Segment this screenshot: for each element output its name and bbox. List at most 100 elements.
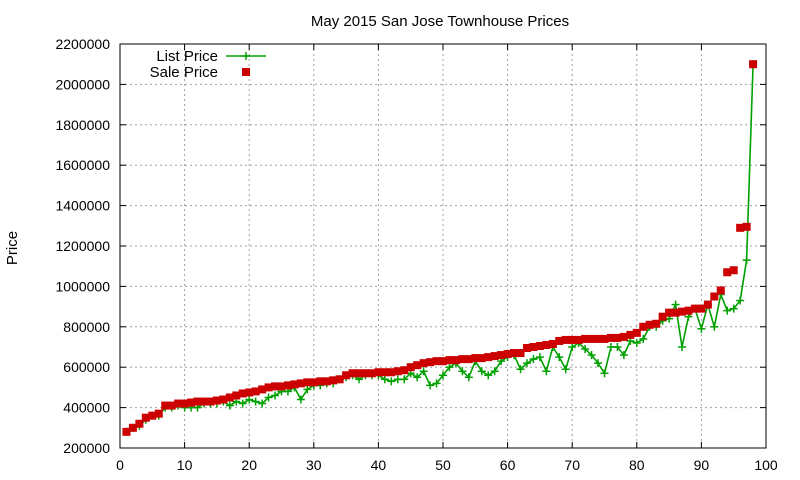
- sale-price-point: [665, 308, 674, 317]
- legend-list-marker: [242, 52, 250, 60]
- list-price-point: [484, 371, 493, 380]
- legend-sample-list-price: [226, 52, 266, 60]
- y-tick-label: 2200000: [55, 36, 110, 52]
- sale-price-point: [587, 334, 596, 343]
- list-price-point: [736, 296, 745, 305]
- sale-price-point: [419, 359, 428, 368]
- sale-price-point: [206, 397, 215, 406]
- sale-price-point: [122, 427, 131, 436]
- sale-price-point: [439, 357, 447, 366]
- list-price-point: [555, 353, 564, 362]
- list-price-point: [561, 365, 570, 374]
- y-tick-label: 2000000: [55, 76, 110, 92]
- sale-price-point: [322, 377, 331, 386]
- list-price-point: [251, 397, 260, 406]
- y-tick-label: 1000000: [55, 278, 110, 294]
- sale-price-point: [710, 292, 719, 301]
- x-tick-label: 30: [306, 457, 322, 473]
- data-series: [122, 60, 758, 436]
- sale-price-point: [361, 369, 370, 378]
- list-price-point: [600, 369, 609, 378]
- sale-price-point: [548, 339, 557, 348]
- y-tick-label: 1600000: [55, 157, 110, 173]
- sale-price-point: [464, 355, 473, 364]
- sale-price-point: [258, 385, 267, 394]
- sale-price-point: [251, 387, 260, 396]
- sale-price-point: [219, 395, 228, 404]
- list-price-point: [439, 371, 447, 380]
- sale-price-point: [187, 398, 196, 407]
- sale-price-point: [141, 413, 150, 422]
- sale-price-point: [199, 397, 208, 406]
- list-price-point: [419, 367, 428, 376]
- list-price-point: [258, 399, 267, 408]
- sale-price-point: [574, 335, 583, 344]
- list-price-point: [238, 399, 247, 408]
- sale-price-point: [639, 322, 648, 331]
- x-tick-label: 100: [754, 457, 778, 473]
- y-tick-label: 1200000: [55, 238, 110, 254]
- sale-price-point: [729, 266, 738, 275]
- sale-price-point: [303, 378, 312, 387]
- sale-price-point: [277, 382, 286, 391]
- y-tick-label: 1800000: [55, 117, 110, 133]
- sale-price-point: [290, 380, 299, 389]
- sale-price-point: [329, 376, 338, 385]
- list-price-point: [529, 355, 538, 364]
- sale-price-point: [600, 334, 609, 343]
- list-price-point: [458, 367, 467, 376]
- list-price-point: [413, 373, 422, 382]
- sale-price-point: [309, 378, 318, 387]
- sale-price-point: [458, 355, 467, 364]
- sale-price-point: [471, 354, 480, 363]
- sale-price-point: [490, 352, 499, 361]
- sale-price-point: [690, 304, 699, 313]
- sale-price-point: [542, 340, 551, 349]
- sale-price-point: [380, 368, 389, 377]
- sale-price-point: [161, 401, 170, 410]
- sale-price-point: [232, 391, 241, 400]
- y-tick-label: 1400000: [55, 198, 110, 214]
- sale-price-point: [374, 368, 383, 377]
- list-price-point: [380, 375, 389, 384]
- plot-frame: [119, 43, 767, 449]
- sale-price-point: [645, 320, 654, 329]
- x-tick-label: 0: [116, 457, 124, 473]
- sale-price-point: [148, 411, 157, 420]
- sale-price-point: [406, 363, 415, 372]
- legend: List Price Sale Price: [150, 48, 266, 81]
- grid: [120, 44, 766, 448]
- sale-price-point: [652, 319, 661, 328]
- chart-title: May 2015 San Jose Townhouse Prices: [311, 13, 569, 30]
- sale-price-point: [348, 369, 357, 378]
- x-tick-label: 60: [500, 457, 516, 473]
- sale-price-point: [283, 381, 292, 390]
- list-price-point: [581, 345, 590, 354]
- list-price-point: [742, 256, 751, 265]
- sale-price-point: [510, 349, 519, 358]
- sale-price-point: [678, 307, 687, 316]
- list-price-point: [490, 367, 499, 376]
- list-price-point: [477, 367, 486, 376]
- sale-price-point: [716, 286, 725, 295]
- tick-labels: 0 10 20 30 40 50 60 70 80 90 100 200000 400000 600000…: [55, 36, 777, 473]
- y-tick-label: 400000: [63, 400, 110, 416]
- x-tick-label: 80: [629, 457, 645, 473]
- list-price-point: [296, 395, 305, 404]
- list-price-point: [264, 393, 273, 402]
- sale-price-point: [736, 223, 745, 232]
- sale-price-point: [367, 369, 376, 378]
- sale-price-point: [561, 335, 570, 344]
- sale-price-point: [451, 356, 460, 365]
- x-tick-label: 90: [694, 457, 710, 473]
- legend-sample-sale-price: [242, 68, 250, 76]
- sale-price-point: [613, 333, 622, 342]
- sale-price-point: [529, 343, 538, 351]
- list-price-point: [594, 359, 603, 368]
- list-price-point: [568, 343, 577, 351]
- x-tick-label: 10: [177, 457, 193, 473]
- x-tick-label: 50: [435, 457, 451, 473]
- list-price-point: [678, 343, 687, 351]
- sale-price-point: [355, 369, 364, 378]
- list-price-point: [723, 306, 732, 315]
